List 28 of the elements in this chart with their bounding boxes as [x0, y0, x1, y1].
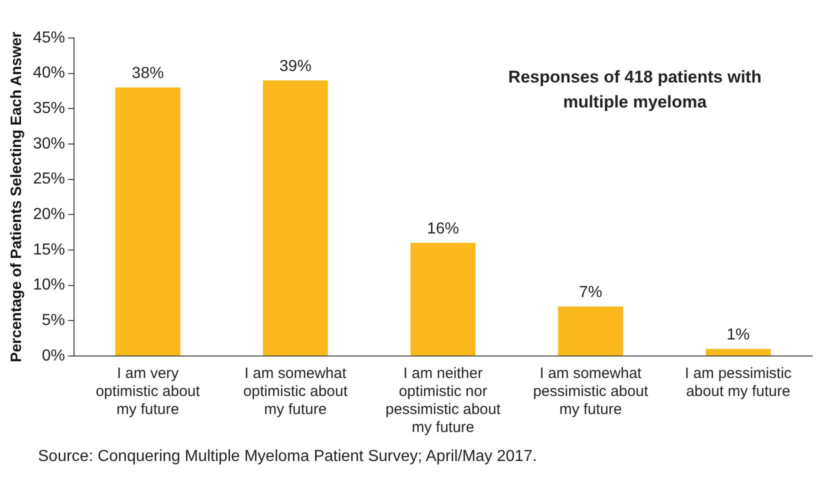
y-axis-title: Percentage of Patients Selecting Each Answer	[8, 32, 26, 362]
y-tick-label: 40%	[32, 64, 66, 82]
y-tick-label: 10%	[32, 276, 66, 294]
x-tick-label: I am pessimistic about my future	[684, 365, 792, 400]
data-label: 38%	[132, 64, 164, 82]
bar	[706, 348, 771, 356]
x-tick-label: I am neither optimistic nor pessimistic about my future	[385, 365, 502, 436]
annotation: Responses of 418 patients with multiple myeloma	[508, 68, 762, 112]
y-tick-label: 45%	[32, 29, 66, 46]
source-note: Source: Conquering Multiple Myeloma Patient Survey; April/May 2017.	[38, 448, 537, 466]
bar	[262, 80, 328, 356]
data-label: 1%	[726, 326, 750, 344]
bar	[115, 87, 180, 356]
y-tick-label: 30%	[32, 135, 66, 152]
data-label: 39%	[279, 58, 312, 75]
x-tick-label: I am very optimistic about my future	[96, 365, 201, 418]
data-label: 16%	[426, 220, 460, 238]
bar	[558, 306, 624, 356]
x-tick-label: I am somewhat pessimistic about my future	[533, 365, 649, 418]
y-tick-label: 25%	[32, 170, 66, 188]
y-tick-label: 35%	[32, 100, 66, 118]
x-tick-label: I am somewhat optimistic about my future	[243, 365, 348, 418]
y-tick-label: 0%	[42, 347, 66, 364]
y-tick-label: 5%	[42, 312, 66, 330]
bar	[410, 242, 476, 356]
data-label: 7%	[579, 284, 602, 301]
y-tick-label: 15%	[32, 241, 66, 258]
y-tick-label: 20%	[32, 206, 66, 224]
